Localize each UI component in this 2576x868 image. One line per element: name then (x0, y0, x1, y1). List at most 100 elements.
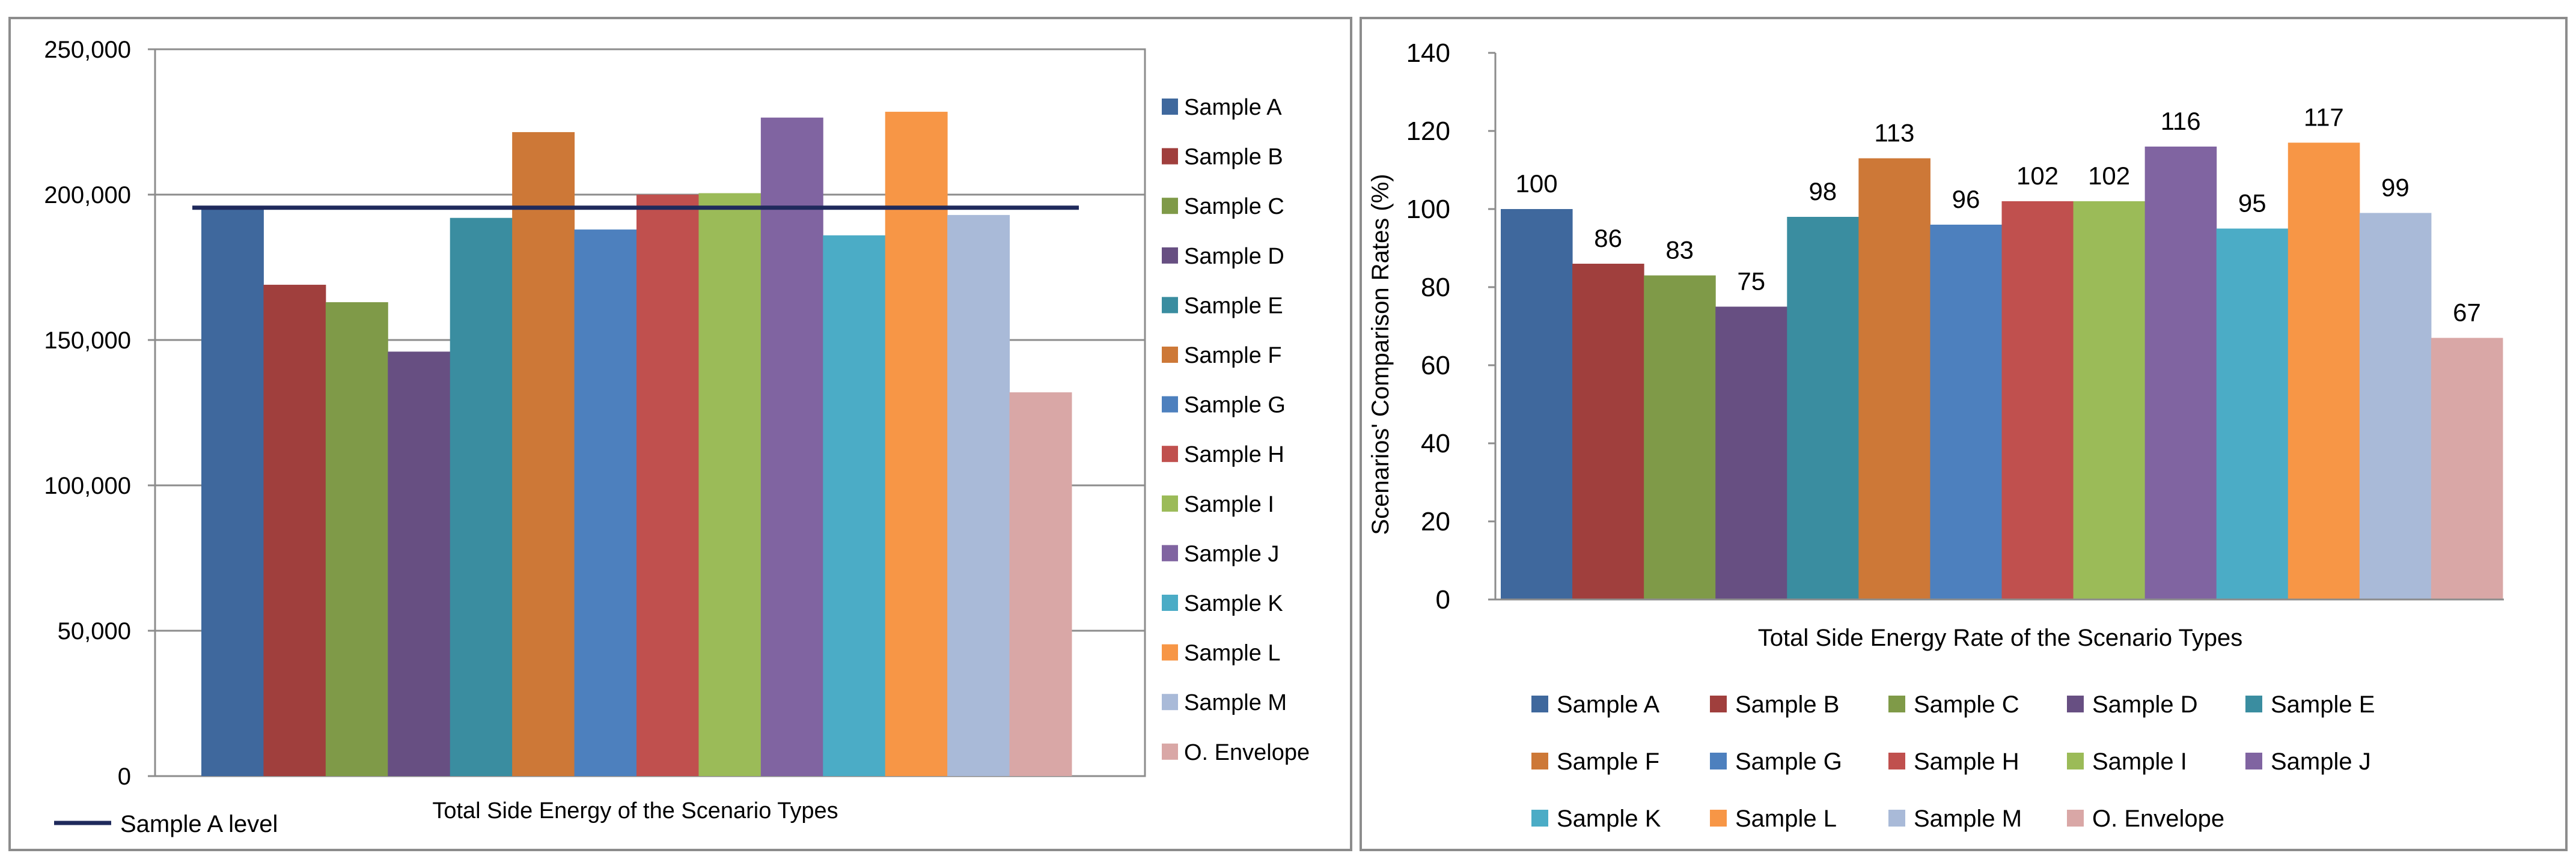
right-data-label: 67 (2453, 299, 2481, 327)
left-bar (574, 229, 637, 777)
left-bar (263, 285, 326, 776)
right-bar (1501, 209, 1573, 599)
right-legend-swatch (2067, 696, 2084, 712)
right-bar (2073, 201, 2146, 599)
right-legend-swatch (1888, 696, 1905, 712)
left-bar (450, 217, 513, 777)
right-axis: 0 20 40 60 80 100 120 140 (1406, 38, 2504, 615)
left-legend-label: Sample L (1184, 641, 1281, 666)
right-data-labels: 100 86 83 75 98 113 96 102 102 116 95 117 99 67 (1515, 103, 2480, 327)
right-x-axis-label: Total Side Energy Rate of the Scenario T… (1758, 625, 2242, 651)
right-data-label: 116 (2161, 107, 2201, 135)
right-y-tick-label: 20 (1421, 507, 1450, 536)
left-legend: Sample A Sample B Sample C Sample D Sample E… (1162, 95, 1310, 765)
right-legend-swatch (2067, 753, 2084, 769)
left-y-tick-label: 0 (118, 763, 131, 790)
left-bar (698, 193, 762, 777)
left-legend-label: Sample F (1184, 343, 1282, 368)
left-legend-label: Sample M (1184, 690, 1287, 715)
left-legend-label: Sample D (1184, 244, 1284, 269)
left-legend-label: Sample G (1184, 393, 1286, 418)
right-data-label: 75 (1737, 267, 1765, 296)
right-bar (1858, 158, 1930, 599)
left-bar (201, 207, 264, 776)
left-y-tick-label: 100,000 (44, 473, 131, 499)
left-bar (823, 235, 886, 776)
right-legend-label: Sample M (1914, 806, 2022, 832)
right-data-label: 100 (1515, 169, 1557, 198)
left-legend-label: Sample I (1184, 492, 1274, 517)
left-legend-swatch (1162, 99, 1178, 115)
left-bar (760, 117, 823, 777)
right-legend-label: Sample C (1914, 691, 2019, 718)
left-bar (512, 132, 575, 777)
right-legend-label: Sample F (1557, 748, 1659, 775)
right-legend-label: Sample J (2271, 748, 2371, 775)
left-y-tick-label: 250,000 (44, 37, 131, 63)
right-bar (1787, 217, 1859, 599)
left-legend-label: Sample A (1184, 95, 1282, 120)
right-bar (1572, 264, 1644, 599)
left-y-tick-label: 200,000 (44, 182, 131, 208)
left-legend-swatch (1162, 595, 1178, 611)
right-y-tick-label: 60 (1421, 351, 1450, 380)
right-data-label: 98 (1808, 177, 1837, 205)
right-legend-swatch (1531, 753, 1548, 769)
right-y-tick-label: 120 (1406, 117, 1450, 146)
right-legend-label: Sample D (2092, 691, 2198, 718)
right-y-tick-label: 0 (1436, 585, 1450, 615)
right-y-tick-label: 80 (1421, 273, 1450, 302)
right-legend-swatch (2067, 810, 2084, 827)
right-legend-swatch (2245, 696, 2262, 712)
right-data-label: 96 (1952, 185, 1980, 213)
right-bar (1930, 225, 2002, 599)
left-y-tick-label: 150,000 (44, 327, 131, 354)
right-legend-swatch (1888, 810, 1905, 827)
left-y-tick-label: 50,000 (58, 618, 131, 645)
right-legend-swatch (1531, 810, 1548, 827)
right-legend-swatch (1710, 753, 1727, 769)
right-bar (2144, 147, 2217, 599)
right-legend-label: Sample G (1735, 748, 1842, 775)
left-bar (947, 214, 1010, 776)
right-y-tick-label: 40 (1421, 429, 1450, 458)
left-x-axis-label: Total Side Energy of the Scenario Types (432, 798, 838, 824)
right-bar (2001, 201, 2074, 599)
right-bar (2216, 228, 2289, 599)
left-legend-label: Sample H (1184, 442, 1284, 467)
right-legend-swatch (1888, 753, 1905, 769)
left-bar (388, 351, 451, 776)
left-legend-swatch (1162, 347, 1178, 363)
right-data-label: 102 (2088, 162, 2130, 190)
left-legend-swatch (1162, 545, 1178, 562)
left-legend-label: Sample E (1184, 293, 1283, 318)
right-legend-swatch (1710, 696, 1727, 712)
right-data-label: 99 (2381, 174, 2410, 202)
right-legend-label: Sample B (1735, 691, 1839, 718)
right-legend-swatch (2245, 753, 2262, 769)
left-legend-swatch (1162, 644, 1178, 661)
left-axis: 0 50,000 100,000 150,000 200,000 250,000 (44, 37, 155, 790)
right-bar (2431, 338, 2503, 599)
right-data-label: 95 (2238, 189, 2266, 217)
left-bar (636, 195, 699, 776)
right-data-label: 117 (2304, 103, 2344, 132)
left-legend-swatch (1162, 495, 1178, 512)
left-legend-swatch (1162, 446, 1178, 463)
right-y-tick-label: 100 (1406, 195, 1450, 224)
right-data-label: 83 (1665, 236, 1694, 264)
right-legend-label: Sample E (2271, 691, 2375, 718)
right-y-tick-label: 140 (1406, 38, 1450, 68)
right-legend-swatch (1531, 696, 1548, 712)
left-legend-swatch (1162, 694, 1178, 711)
right-legend-label: Sample H (1914, 748, 2019, 775)
right-bar (1644, 275, 1716, 599)
right-bars (1501, 142, 2503, 599)
right-data-label: 113 (1874, 119, 1914, 147)
left-legend-swatch (1162, 396, 1178, 413)
reference-legend-label: Sample A level (120, 811, 278, 837)
right-legend-label: Sample I (2092, 748, 2187, 775)
left-legend-label: Sample K (1184, 591, 1283, 616)
